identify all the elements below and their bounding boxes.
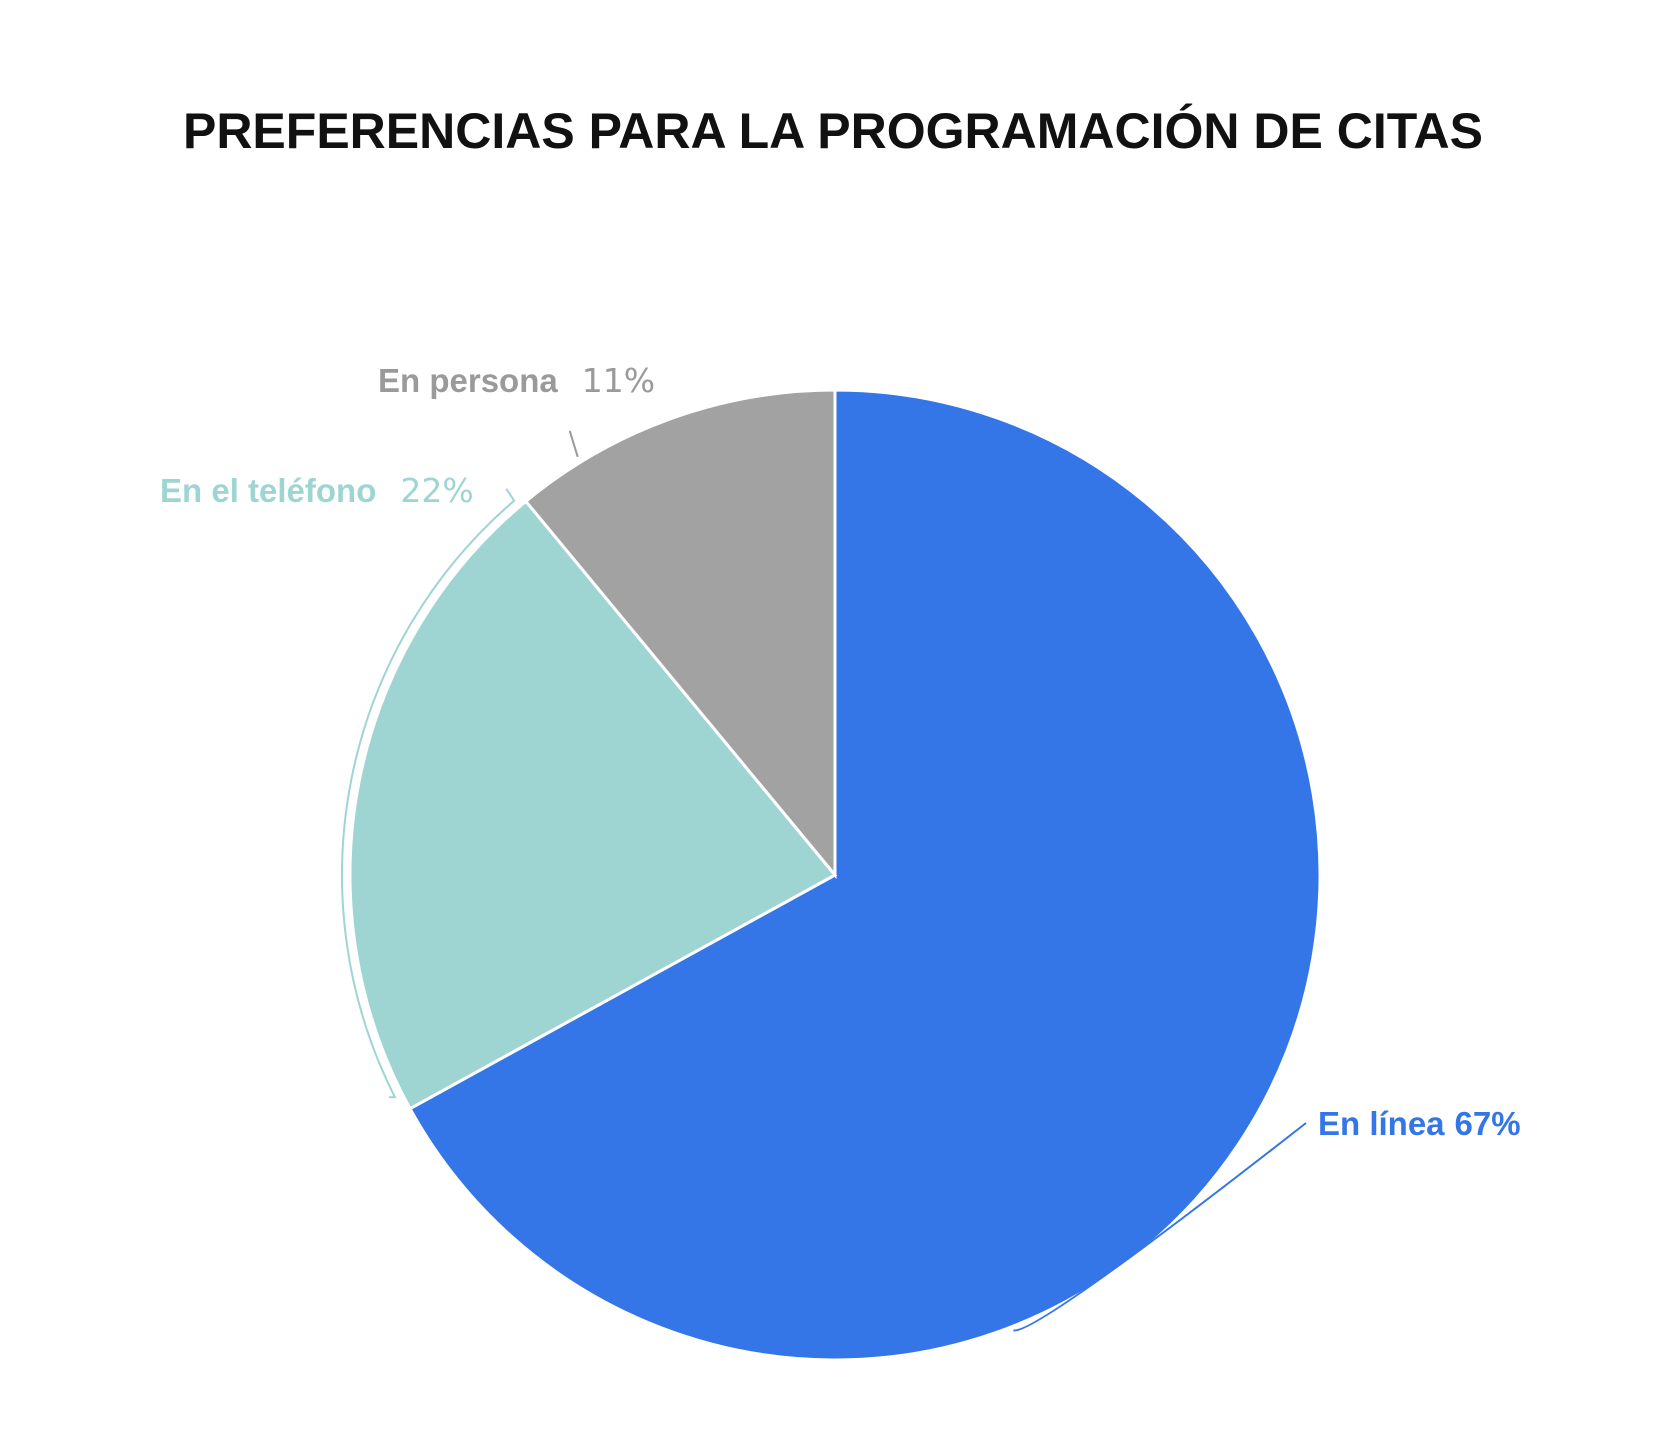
slice-value-label: 67% (1455, 1105, 1521, 1142)
slice-label-en-persona: En persona 11% (378, 361, 655, 400)
pie-slice-en-el-telefono (348, 499, 838, 1111)
leader-line-en-el-telefono (341, 488, 516, 1099)
slice-value-label: 11% (582, 361, 655, 400)
pie-slice-en-persona (523, 388, 837, 880)
slice-label-en-linea: En línea 67% (1318, 1105, 1521, 1142)
slice-label-name: En línea (1318, 1105, 1445, 1142)
slice-label-en-el-telefono: En el teléfono 22% (160, 471, 474, 510)
leader-line-en-linea (1013, 1122, 1307, 1332)
slice-label-name: En persona (378, 362, 558, 399)
pie-slices (348, 388, 1322, 1362)
slice-label-name: En el teléfono (160, 472, 376, 509)
slice-labels: En línea 67% En el teléfono 22% En persona 11… (160, 361, 1521, 1142)
leader-line-en-persona (568, 430, 579, 458)
chart-title: PREFERENCIAS PARA LA PROGRAMACIÓN DE CIT… (183, 103, 1483, 159)
leader-lines (341, 430, 1307, 1332)
pie-slice-en-linea (407, 388, 1322, 1362)
slice-value-label: 22% (400, 471, 473, 510)
